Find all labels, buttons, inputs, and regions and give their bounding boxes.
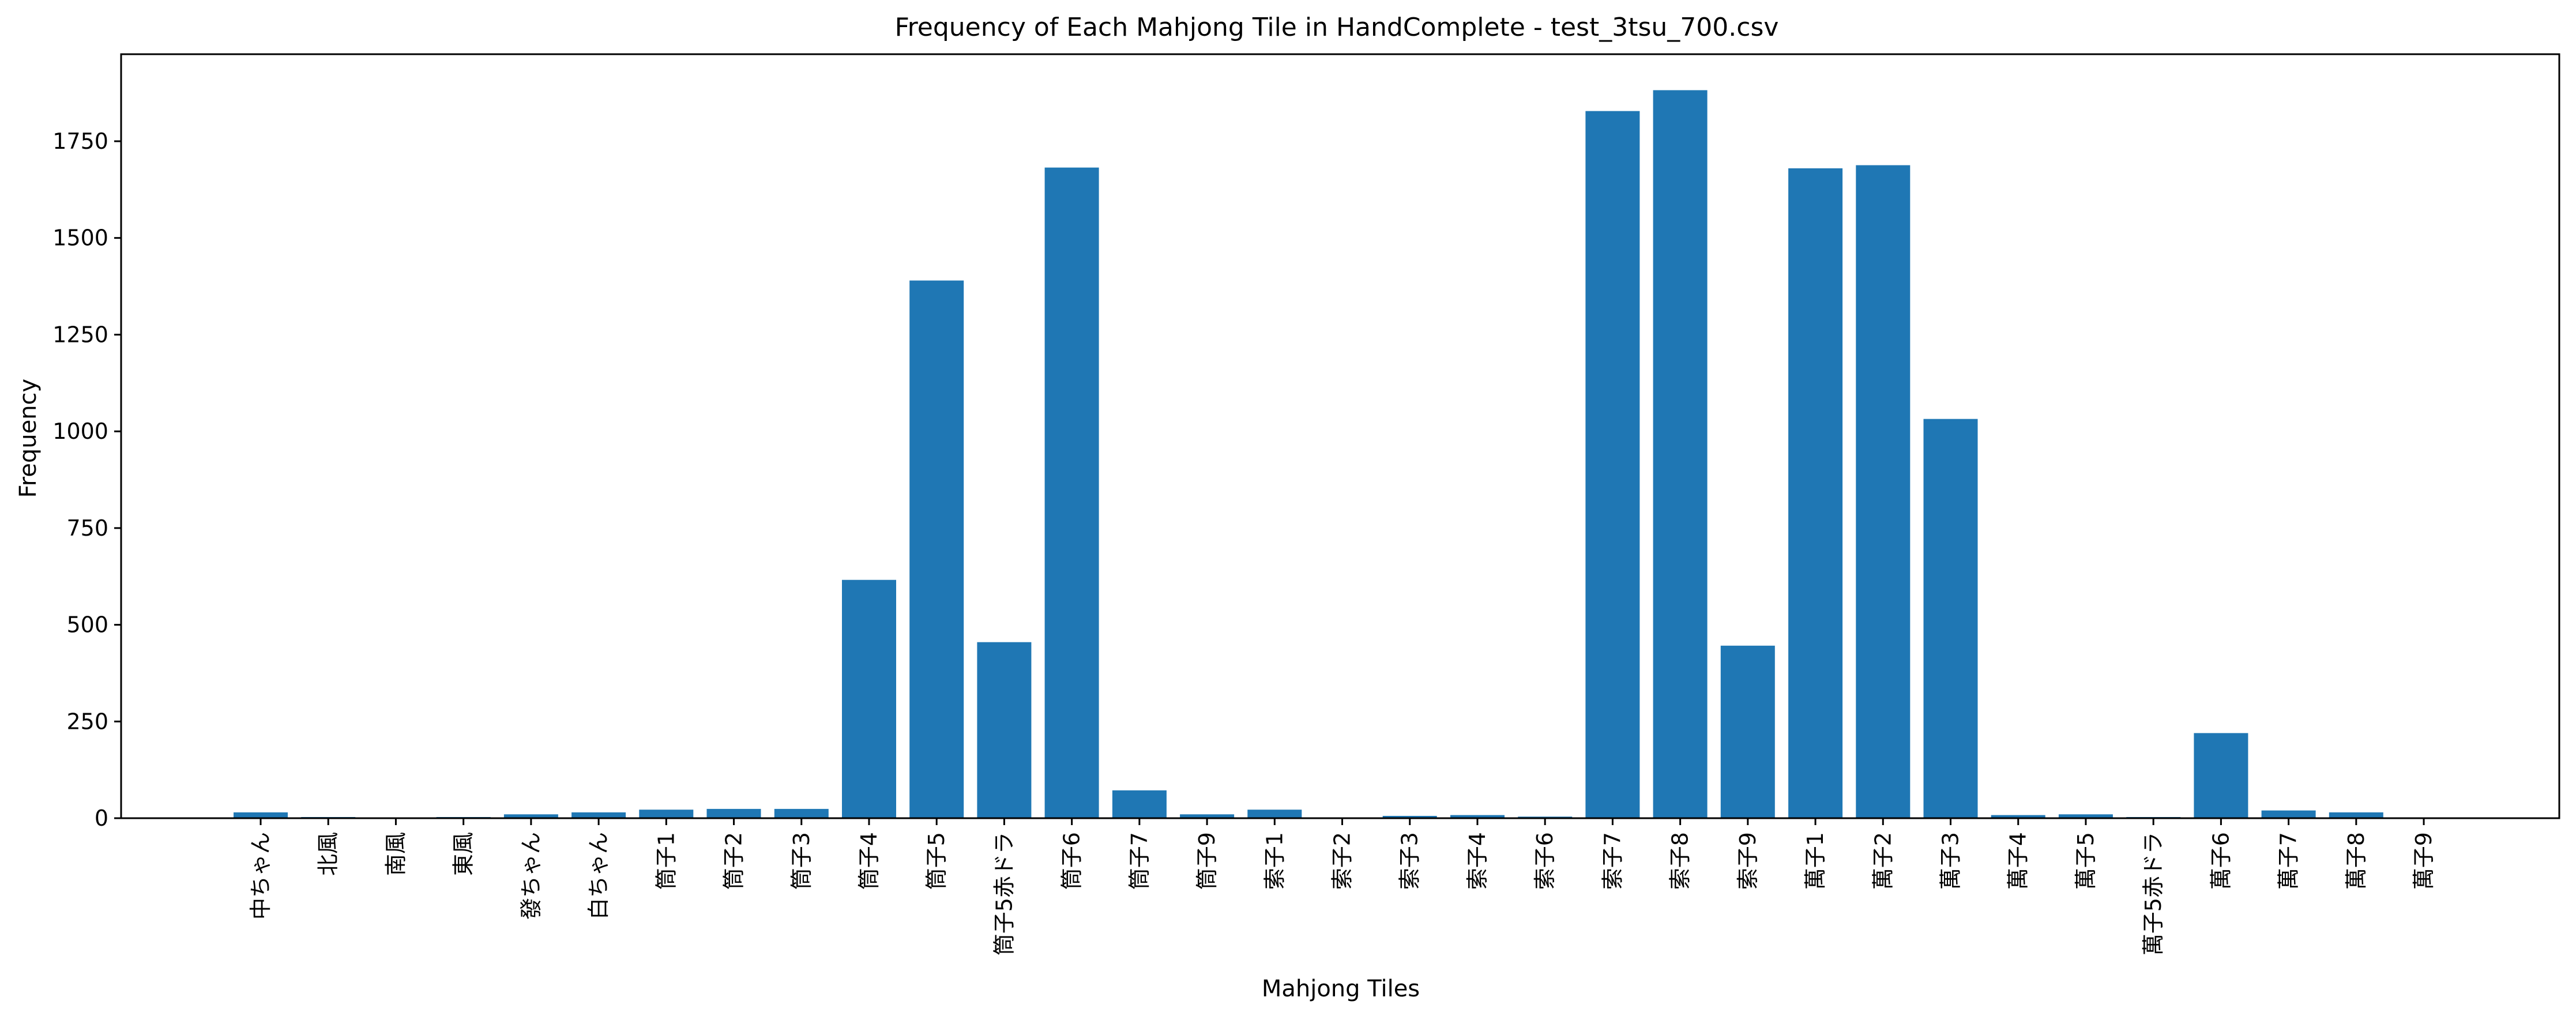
bar	[1247, 810, 1302, 818]
x-tick-label: 索子3	[1397, 832, 1423, 890]
plot-frame	[120, 53, 2560, 819]
x-axis-ticks: 中ちゃん 北風 南風 東風 發ちゃん 白ちゃん 筒子1 筒子2 筒子3 筒子4 筒子5 筒子5赤ドラ 筒…	[248, 818, 2436, 955]
bar	[1856, 165, 1911, 818]
bar	[1720, 645, 1775, 818]
x-tick-label: 筒子4	[856, 832, 882, 890]
x-tick-label: 南風	[383, 832, 408, 876]
bar	[1923, 419, 1978, 818]
bar	[2329, 812, 2383, 818]
x-tick-label: 索子4	[1465, 832, 1490, 890]
x-tick-label: 筒子6	[1059, 832, 1085, 890]
bar	[1180, 814, 1235, 818]
bar	[1044, 167, 1099, 819]
x-tick-label: 萬子6	[2208, 832, 2233, 890]
bars-group	[234, 90, 2383, 819]
y-axis-label: Frequency	[15, 379, 42, 498]
x-tick-label: 萬子3	[1938, 832, 1964, 890]
bar	[234, 812, 288, 818]
x-tick-label: 萬子9	[2411, 832, 2436, 890]
bar	[639, 810, 694, 818]
bar	[977, 642, 1032, 818]
x-axis-label: Mahjong Tiles	[1262, 976, 1420, 1002]
x-tick-label: 筒子3	[789, 832, 814, 890]
x-tick-label: 萬子1	[1803, 832, 1828, 890]
x-tick-label: 筒子7	[1127, 832, 1152, 890]
bar	[1585, 111, 1640, 819]
y-tick-label: 0	[95, 806, 108, 831]
y-axis-ticks: 0 250 500 750 1000 1250 1500 1750	[52, 129, 121, 831]
x-tick-label: 筒子2	[721, 832, 747, 890]
bar	[774, 808, 829, 818]
x-tick-label: 萬子5赤ドラ	[2141, 832, 2166, 955]
bar	[2194, 733, 2248, 818]
bar	[909, 280, 964, 818]
bar	[2058, 814, 2113, 818]
x-tick-label: 東風	[451, 832, 476, 876]
y-tick-label: 1000	[52, 419, 108, 444]
y-tick-label: 500	[66, 612, 108, 638]
bar	[2261, 810, 2316, 818]
bar	[1653, 90, 1708, 818]
x-tick-label: 索子1	[1262, 832, 1287, 890]
x-tick-label: 萬子4	[2006, 832, 2031, 890]
bar	[503, 814, 558, 818]
x-tick-label: 中ちゃん	[248, 832, 273, 920]
x-tick-label: 筒子1	[653, 832, 679, 890]
y-tick-label: 750	[66, 515, 108, 541]
x-tick-label: 索子7	[1600, 832, 1625, 890]
x-tick-label: 索子8	[1668, 832, 1693, 890]
chart-title: Frequency of Each Mahjong Tile in HandCo…	[895, 13, 1779, 42]
x-tick-label: 萬子8	[2344, 832, 2369, 890]
bar	[1450, 815, 1505, 818]
x-tick-label: 萬子5	[2073, 832, 2099, 890]
x-tick-label: 索子2	[1330, 832, 1355, 890]
x-tick-label: 索子9	[1735, 832, 1761, 890]
x-tick-label: 筒子5赤ドラ	[991, 832, 1017, 955]
x-tick-label: 發ちゃん	[518, 832, 544, 920]
bar	[1382, 816, 1437, 818]
bar	[1991, 815, 2045, 818]
bar	[571, 812, 626, 818]
x-tick-label: 北風	[315, 832, 341, 876]
y-tick-label: 1750	[52, 129, 108, 154]
bar	[1788, 168, 1843, 818]
x-tick-label: 筒子5	[924, 832, 949, 890]
x-tick-label: 筒子9	[1194, 832, 1220, 890]
y-tick-label: 1500	[52, 225, 108, 251]
bar	[706, 808, 761, 818]
bar	[842, 579, 896, 818]
bar	[1112, 790, 1167, 818]
y-tick-label: 250	[66, 709, 108, 734]
y-tick-label: 1250	[52, 322, 108, 347]
x-tick-label: 白ちゃん	[586, 832, 611, 920]
x-tick-label: 萬子7	[2276, 832, 2302, 890]
x-tick-label: 索子6	[1532, 832, 1558, 890]
x-tick-label: 萬子2	[1870, 832, 1896, 890]
